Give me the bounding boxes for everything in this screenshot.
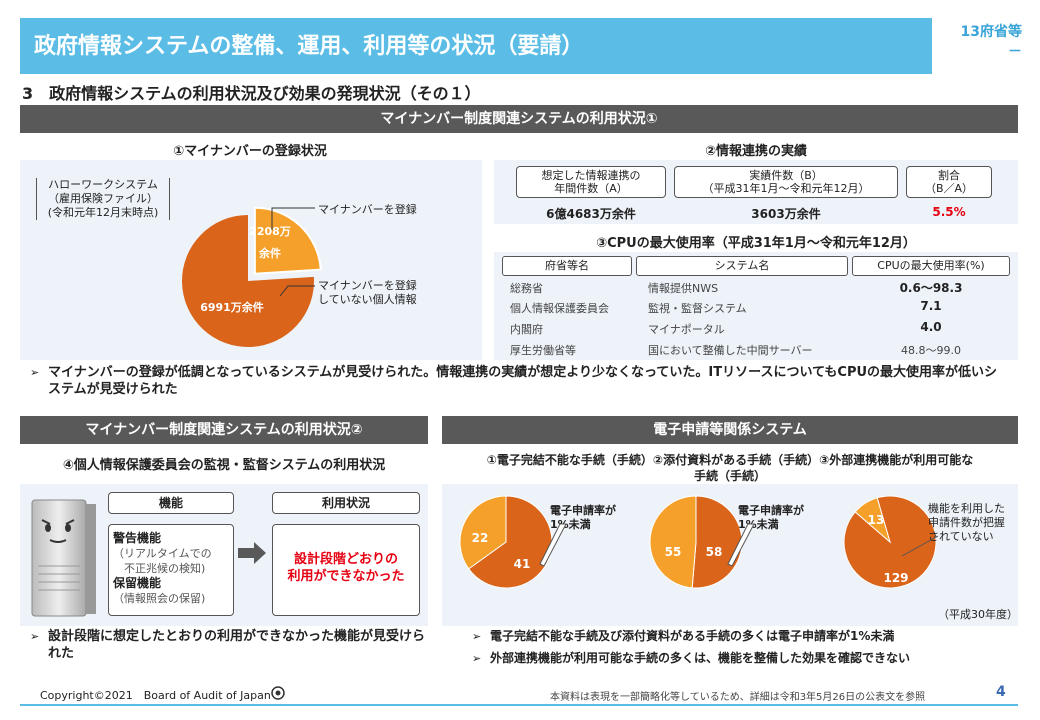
- pie-external-link: 129 13: [843, 495, 937, 589]
- annotation-pointers: [539, 523, 939, 567]
- value-ratio: 5.5%: [932, 205, 966, 219]
- link-heading: ②情報連携の実績: [704, 144, 807, 159]
- table-row: 個人情報保護委員会 監視・監督システム 7.1: [494, 297, 1018, 318]
- row-rate: 48.8～99.0: [901, 344, 961, 357]
- section-bar-3: 電子申請等関係システム: [442, 416, 1018, 444]
- copyright: Copyright©2021 Board of Audit of Japan: [40, 689, 271, 702]
- leader-line-registered: [271, 207, 315, 230]
- section-heading: 3 政府情報システムの利用状況及び効果の発現状況（その１）: [22, 84, 481, 103]
- leader-line-unregistered: [279, 285, 315, 297]
- pie-slice-minor: [649, 495, 697, 589]
- row-rate: 4.0: [920, 320, 942, 334]
- status-result: 設計段階どおりの 利用ができなかった: [272, 524, 420, 616]
- hellowork-label-line: （雇用保険ファイル）: [48, 192, 158, 205]
- hellowork-label-line: ハローワークシステム: [48, 178, 158, 191]
- tag-line1: 13府省等: [960, 24, 1022, 40]
- row-org: 個人情報保護委員会: [510, 302, 609, 315]
- function-item: 不正兆候の検知): [113, 562, 206, 575]
- row-rate: 7.1: [920, 299, 942, 313]
- value-actual: 3603万余件: [751, 207, 821, 221]
- slice-label-registered: 2208万余件: [249, 225, 291, 260]
- function-header: 機能: [108, 492, 234, 514]
- arrow-bullet-icon: ➢: [30, 630, 40, 643]
- pie-electronic-incomplete: 41 22: [459, 495, 553, 589]
- registration-heading: ①マイナンバーの登録状況: [173, 144, 327, 159]
- pie-value-label: 55: [665, 545, 682, 559]
- bullet-text: 外部連携機能が利用可能な手続の多くは、機能を整備した効果を確認できない: [490, 651, 911, 665]
- registration-pie: 2208万余件 6991万余件: [182, 206, 322, 347]
- arrow-bullet-icon: ➢: [30, 366, 40, 379]
- row-org: 内閣府: [510, 323, 543, 336]
- pie-value-label: 58: [706, 545, 723, 559]
- cpu-header-system: システム名: [636, 256, 848, 276]
- cpu-heading: ③CPUの最大使用率（平成31年1月～令和元年12月）: [596, 236, 916, 251]
- ministry-tag: 13府省等 －: [940, 22, 1022, 62]
- cpu-table: 総務省 情報提供NWS 0.6～98.3 個人情報保護委員会 監視・監督システム…: [494, 277, 1018, 360]
- header-actual: 実績件数（B） （平成31年1月～令和元年12月）: [674, 166, 898, 198]
- hellowork-label: ハローワークシステム （雇用保険ファイル） (令和元年12月末時点): [36, 178, 170, 220]
- bullet-text: マイナンバーの登録が低調となっているシステムが見受けられた。情報連携の実績が想定…: [48, 365, 998, 397]
- row-system: 監視・監督システム: [648, 302, 747, 315]
- function-item: （情報照会の保留): [113, 592, 206, 605]
- legend-leader-lines: [271, 207, 315, 297]
- value-expected: 6億4683万余件: [546, 207, 636, 221]
- pointer-1: [539, 523, 567, 567]
- function-list: 警告機能 （リアルタイムでの 不正兆候の検知) 保留機能 （情報照会の保留): [108, 524, 234, 616]
- row-system: マイナポータル: [648, 323, 725, 336]
- row-system: 国において整備した中間サーバー: [648, 344, 813, 357]
- row-org: 総務省: [510, 282, 543, 295]
- pie-value-label: 129: [883, 571, 908, 585]
- row-rate: 0.6～98.3: [899, 281, 963, 295]
- bullet-summary-2: ➢ 設計段階に想定したとおりの利用ができなかった機能が見受けられた: [30, 628, 428, 662]
- right-arrow-icon: [238, 542, 266, 564]
- function-item: 警告機能: [113, 531, 162, 545]
- hellowork-label-line: (令和元年12月末時点): [47, 206, 159, 219]
- pointer-2: [727, 523, 755, 567]
- section-bar-1: マイナンバー制度関連システムの利用状況①: [20, 105, 1018, 133]
- pie-value-label: 41: [514, 557, 531, 571]
- page-number: 4: [996, 684, 1006, 700]
- legend-unregistered: マイナンバーを登録 していない個人情報: [318, 279, 417, 306]
- page-title: 政府情報システムの整備、運用、利用等の状況（要請）: [20, 18, 932, 74]
- cpu-header-rate: CPUの最大使用率(%): [852, 256, 1010, 276]
- function-item: 保留機能: [113, 576, 162, 590]
- fiscal-year-note: （平成30年度）: [938, 608, 1018, 621]
- legend-registered: マイナンバーを登録: [318, 203, 417, 216]
- row-system: 情報提供NWS: [648, 282, 719, 295]
- bullet-summary-1: ➢ マイナンバーの登録が低調となっているシステムが見受けられた。情報連携の実績が想…: [30, 364, 1010, 398]
- pie-slice-unregistered: [182, 215, 314, 347]
- table-row: 総務省 情報提供NWS 0.6～98.3: [494, 277, 1018, 297]
- pointer-3: [901, 535, 939, 557]
- header-expected: 想定した情報連携の 年間件数（A）: [516, 166, 666, 198]
- function-item: （リアルタイムでの: [113, 547, 212, 560]
- annotation-unmeasured: 機能を利用した 申請件数が把握 されていない: [928, 502, 1005, 543]
- pie-value-label: 13: [868, 513, 885, 527]
- tag-line2: －: [1008, 44, 1022, 60]
- header-ratio: 割合 （B／A）: [906, 166, 992, 198]
- table-row: 厚生労働省等 国において整備した中間サーバー 48.8～99.0: [494, 339, 1018, 360]
- slice-label-unregistered: 6991万余件: [200, 300, 264, 314]
- board-emblem-icon: [271, 686, 285, 700]
- pie-slice-minor: [854, 497, 891, 544]
- arrow-bullet-icon: ➢: [472, 652, 482, 665]
- bullet-text: 電子完結不能な手続及び添付資料がある手続の多くは電子申請率が1%未満: [490, 629, 895, 643]
- footer-note: 本資料は表現を一部簡略化等しているため、詳細は令和3年5月26日の公表文を参照: [550, 692, 926, 703]
- server-icon: [31, 499, 96, 617]
- e-application-heading: ①電子完結不能な手続（手続）②添付資料がある手続（手続）③外部連携機能が利用可能…: [486, 453, 974, 483]
- row-org: 厚生労働省等: [510, 344, 576, 357]
- pie-slice-minor: [459, 495, 507, 570]
- table-row: 内閣府 マイナポータル 4.0: [494, 318, 1018, 339]
- arrow-bullet-icon: ➢: [472, 630, 482, 643]
- monitor-heading: ④個人情報保護委員会の監視・監督システムの利用状況: [62, 458, 386, 473]
- pie-value-label: 22: [472, 531, 489, 545]
- footer-rule: [20, 704, 1018, 706]
- bullet-summary-4: ➢ 外部連携機能が利用可能な手続の多くは、機能を整備した効果を確認できない: [472, 650, 1018, 667]
- bullet-summary-3: ➢ 電子完結不能な手続及び添付資料がある手続の多くは電子申請率が1%未満: [472, 628, 1018, 645]
- bullet-text: 設計段階に想定したとおりの利用ができなかった機能が見受けられた: [48, 629, 426, 661]
- status-header: 利用状況: [272, 492, 420, 514]
- cpu-header-org: 府省等名: [502, 256, 632, 276]
- pie-slice-registered: [253, 206, 322, 275]
- pie-slice-major: [467, 495, 553, 589]
- section-bar-2: マイナンバー制度関連システムの利用状況②: [20, 416, 428, 444]
